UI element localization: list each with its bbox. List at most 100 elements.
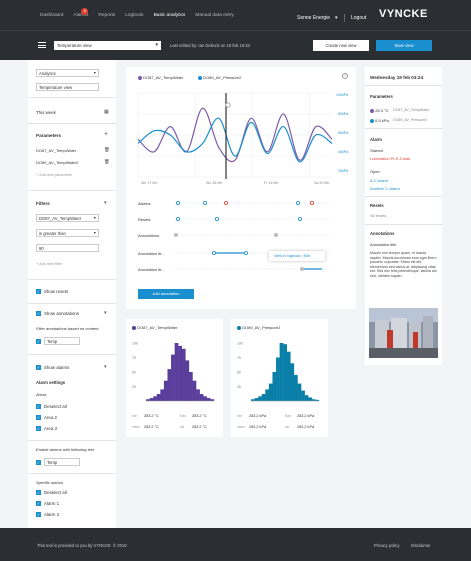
annotation-photo[interactable]: [369, 308, 438, 358]
cursor-handle: [225, 102, 231, 108]
x-tick-label: Fr 19 feb: [264, 181, 279, 185]
filter-operator-select[interactable]: is greater than ▾: [36, 229, 99, 237]
chevron-down-icon[interactable]: ▾: [104, 310, 107, 316]
histogram-bar: [178, 345, 182, 401]
edit-annotation-link[interactable]: Edit: [303, 254, 311, 258]
tab-reports[interactable]: Reports: [98, 12, 116, 18]
chevron-down-icon: ▾: [93, 230, 96, 235]
divider: [28, 279, 116, 280]
privacy-policy-link[interactable]: Privacy policy: [374, 543, 400, 548]
event-rows: [174, 200, 332, 271]
trash-icon[interactable]: 🗑: [104, 147, 110, 152]
histogram-bar: [251, 399, 255, 401]
calendar-icon[interactable]: ▦: [104, 109, 109, 115]
area-checkbox[interactable]: ✓: [36, 415, 41, 420]
histogram-bar: [199, 394, 204, 401]
stat-value: 283.2 °C: [192, 425, 207, 429]
annotation-filter-input[interactable]: Temp: [44, 337, 80, 345]
add-parameter-link[interactable]: + Add new parameter: [36, 173, 73, 177]
add-icon[interactable]: +: [104, 131, 109, 138]
histogram-bar: [265, 389, 270, 401]
last-edited-text: Last edited by: Ian Debuck on 19 feb 16:…: [170, 43, 250, 48]
show-resets-label: Show resets: [44, 289, 69, 294]
divider: [28, 354, 116, 355]
period-select[interactable]: This week: [36, 110, 56, 115]
divider: [28, 440, 116, 441]
view-name-input[interactable]: Temperature view: [36, 83, 99, 91]
annotation-body: Mauris non tempor quam, et lacinia sapie…: [370, 251, 437, 278]
alarm-marker: [295, 200, 300, 205]
filter-operator-value: is greater than: [39, 231, 66, 236]
tab-alarms[interactable]: Alarms 8: [73, 7, 89, 18]
stat-label: min: [237, 414, 243, 418]
disclaimer-link[interactable]: Disclaimer: [411, 543, 431, 548]
specific-alarm-checkbox[interactable]: ✓: [36, 501, 41, 506]
histogram-bar: [160, 389, 165, 401]
annotation-filter-checkbox[interactable]: ✓: [36, 339, 41, 344]
row-label-annotation: Annotation tit...: [138, 251, 165, 256]
hamburger-icon[interactable]: [38, 42, 46, 48]
filter-parameter-select[interactable]: DO87_AV_TempWater ▾: [36, 214, 99, 222]
details-panel: Wednesday 19 feb 03:24 Parameters 28.3 °…: [365, 67, 442, 365]
y-tick-label: 80kPa: [338, 112, 349, 116]
show-annotations-checkbox[interactable]: ✓: [36, 311, 41, 316]
divider: [365, 128, 442, 129]
legend-item[interactable]: DO89_AV_Pressure2: [198, 75, 241, 80]
module-select[interactable]: Analytics ▾: [36, 69, 99, 77]
add-filter-link[interactable]: + Add new filter: [36, 262, 63, 266]
alarm-text-checkbox[interactable]: ✓: [36, 460, 41, 465]
divider: [28, 97, 116, 98]
histogram-bar: [254, 398, 259, 401]
view-in-logbook-link[interactable]: View in logbook: [274, 254, 301, 258]
create-view-button[interactable]: Create new view: [313, 40, 369, 51]
stat-label: Max: [180, 414, 187, 418]
show-alarms-checkbox[interactable]: ✓: [36, 365, 41, 370]
chevron-down-icon[interactable]: ▾: [104, 364, 107, 370]
logout-link[interactable]: Logout: [351, 15, 367, 21]
chevron-down-icon[interactable]: ▾: [335, 15, 338, 21]
histogram-bar: [276, 357, 280, 401]
series-line-tempwater: [137, 107, 333, 163]
tab-manual-data-entry[interactable]: Manual data entry: [195, 12, 234, 18]
area-label: Area 2: [44, 415, 57, 420]
trash-icon[interactable]: 🗑: [104, 159, 110, 164]
legend-dot: [132, 325, 136, 330]
legend-item[interactable]: DO87_AV_TempWater: [138, 75, 183, 80]
help-icon[interactable]: ?: [342, 73, 348, 79]
legend-dot: [370, 108, 374, 113]
alarm-text-input[interactable]: Temp: [44, 458, 80, 466]
param-value-text: 28.3 °C: [375, 108, 389, 113]
chevron-down-icon[interactable]: ▾: [104, 200, 107, 206]
chevron-down-icon: ▾: [93, 215, 96, 220]
save-view-button[interactable]: Save view: [376, 40, 432, 51]
specific-alarm-label: Deselect all: [44, 490, 67, 495]
stat-value: 283.2 kPa: [249, 414, 267, 418]
alarm-open-item[interactable]: A-C Alarm: [370, 178, 389, 183]
legend-dot: [237, 325, 241, 330]
divider: [365, 196, 442, 197]
show-resets-checkbox[interactable]: ✓: [36, 289, 41, 294]
specific-alarm-checkbox[interactable]: ✓: [36, 490, 41, 495]
specific-alarm-checkbox[interactable]: ✓: [36, 512, 41, 517]
vyncke-logo[interactable]: VYNCKE: [379, 8, 428, 20]
tab-basic-analytics[interactable]: Basic analytics: [153, 12, 186, 18]
user-menu[interactable]: Senne Energie: [297, 15, 331, 21]
alarm-started-item[interactable]: Lubrication PLS-3 leak: [370, 156, 411, 161]
view-select[interactable]: Temperature view: [54, 41, 161, 50]
area-label: Area 3: [44, 426, 57, 431]
tab-dashboard[interactable]: Dashboard: [40, 12, 64, 18]
filter-annotations-label: Filter annotations based on content: [36, 326, 99, 331]
histogram-bar: [301, 390, 305, 401]
filter-value-input[interactable]: 90: [36, 244, 99, 252]
stat-value: 283.2 kPa: [249, 425, 267, 429]
area-checkbox[interactable]: ✓: [36, 426, 41, 431]
specific-alarms-heading: Specific alarms: [36, 480, 64, 485]
tab-logbook[interactable]: Logbook: [125, 12, 144, 18]
alarm-started-label: Started: [370, 148, 383, 153]
nav-divider: [344, 14, 345, 22]
histogram-bar: [203, 396, 208, 401]
row-label-annotation: Annotation tit...: [138, 267, 165, 272]
add-annotation-button[interactable]: Add annotation: [138, 289, 194, 299]
alarm-open-item[interactable]: Another C-Alarm: [370, 186, 400, 191]
area-checkbox[interactable]: ✓: [36, 404, 41, 409]
